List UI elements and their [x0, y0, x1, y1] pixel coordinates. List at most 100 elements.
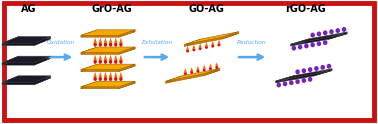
- Polygon shape: [2, 56, 51, 63]
- Ellipse shape: [295, 69, 300, 74]
- Polygon shape: [313, 69, 332, 76]
- Ellipse shape: [114, 43, 118, 47]
- Polygon shape: [34, 56, 51, 65]
- Ellipse shape: [119, 43, 122, 47]
- Polygon shape: [291, 34, 347, 46]
- Ellipse shape: [93, 43, 97, 47]
- Polygon shape: [81, 47, 135, 52]
- Ellipse shape: [302, 78, 306, 83]
- Ellipse shape: [217, 43, 220, 46]
- Ellipse shape: [205, 46, 208, 49]
- Polygon shape: [81, 66, 135, 72]
- Polygon shape: [93, 37, 97, 43]
- Polygon shape: [104, 37, 107, 43]
- Polygon shape: [99, 37, 102, 43]
- Ellipse shape: [99, 77, 102, 81]
- Ellipse shape: [104, 77, 107, 81]
- Ellipse shape: [327, 64, 331, 69]
- Ellipse shape: [310, 33, 315, 38]
- Ellipse shape: [308, 77, 312, 82]
- Text: rGO-AG: rGO-AG: [285, 4, 326, 14]
- Polygon shape: [2, 76, 51, 83]
- Polygon shape: [119, 30, 135, 37]
- Polygon shape: [119, 37, 122, 43]
- Ellipse shape: [186, 49, 189, 53]
- Polygon shape: [81, 64, 98, 72]
- Polygon shape: [2, 58, 51, 65]
- Ellipse shape: [109, 77, 112, 81]
- Text: GrO-AG: GrO-AG: [91, 4, 132, 14]
- Ellipse shape: [209, 67, 212, 70]
- Polygon shape: [2, 37, 19, 46]
- Ellipse shape: [323, 30, 327, 35]
- Ellipse shape: [109, 43, 112, 47]
- Polygon shape: [81, 30, 98, 37]
- Ellipse shape: [329, 29, 334, 34]
- Polygon shape: [104, 72, 107, 77]
- Polygon shape: [81, 81, 135, 87]
- Polygon shape: [184, 33, 239, 46]
- Ellipse shape: [304, 44, 308, 48]
- Ellipse shape: [114, 77, 118, 81]
- Polygon shape: [99, 72, 102, 77]
- Ellipse shape: [119, 60, 122, 64]
- Text: GO-AG: GO-AG: [188, 4, 224, 14]
- Polygon shape: [2, 56, 19, 65]
- Ellipse shape: [114, 60, 118, 64]
- Ellipse shape: [321, 65, 325, 70]
- Polygon shape: [99, 55, 102, 60]
- Polygon shape: [166, 76, 182, 83]
- Ellipse shape: [192, 48, 195, 51]
- Ellipse shape: [203, 68, 206, 71]
- Text: AG: AG: [21, 4, 37, 14]
- Polygon shape: [222, 32, 239, 39]
- Polygon shape: [109, 37, 112, 43]
- Ellipse shape: [109, 60, 112, 64]
- Text: Oxidation: Oxidation: [47, 40, 75, 45]
- Text: Reduction: Reduction: [237, 40, 267, 45]
- Polygon shape: [211, 41, 214, 45]
- Polygon shape: [2, 39, 51, 46]
- Polygon shape: [186, 46, 189, 50]
- Polygon shape: [276, 69, 332, 81]
- Polygon shape: [203, 68, 220, 76]
- Ellipse shape: [283, 81, 287, 86]
- Ellipse shape: [215, 66, 218, 69]
- Polygon shape: [209, 63, 212, 67]
- Ellipse shape: [291, 46, 296, 51]
- Polygon shape: [81, 83, 135, 89]
- Polygon shape: [93, 55, 97, 60]
- Polygon shape: [81, 49, 135, 54]
- Ellipse shape: [119, 77, 122, 81]
- Polygon shape: [34, 76, 51, 85]
- Polygon shape: [166, 68, 220, 81]
- Ellipse shape: [184, 72, 187, 75]
- Ellipse shape: [276, 83, 281, 87]
- Polygon shape: [114, 55, 118, 60]
- Polygon shape: [119, 64, 135, 72]
- Polygon shape: [276, 71, 332, 83]
- Ellipse shape: [289, 80, 294, 85]
- Ellipse shape: [93, 60, 97, 64]
- Polygon shape: [81, 32, 135, 37]
- Ellipse shape: [298, 45, 302, 49]
- Ellipse shape: [211, 45, 214, 48]
- Polygon shape: [81, 64, 135, 70]
- Ellipse shape: [99, 43, 102, 47]
- Ellipse shape: [99, 60, 102, 64]
- Polygon shape: [190, 67, 193, 71]
- Polygon shape: [81, 30, 135, 35]
- Polygon shape: [2, 76, 19, 85]
- Polygon shape: [119, 47, 135, 54]
- Polygon shape: [197, 66, 200, 70]
- Ellipse shape: [104, 43, 107, 47]
- Polygon shape: [291, 32, 347, 44]
- Polygon shape: [2, 78, 51, 85]
- Polygon shape: [184, 68, 187, 72]
- Polygon shape: [328, 32, 347, 39]
- Polygon shape: [166, 70, 220, 83]
- Ellipse shape: [342, 27, 346, 32]
- Ellipse shape: [93, 77, 97, 81]
- Polygon shape: [199, 43, 202, 47]
- Polygon shape: [184, 39, 201, 46]
